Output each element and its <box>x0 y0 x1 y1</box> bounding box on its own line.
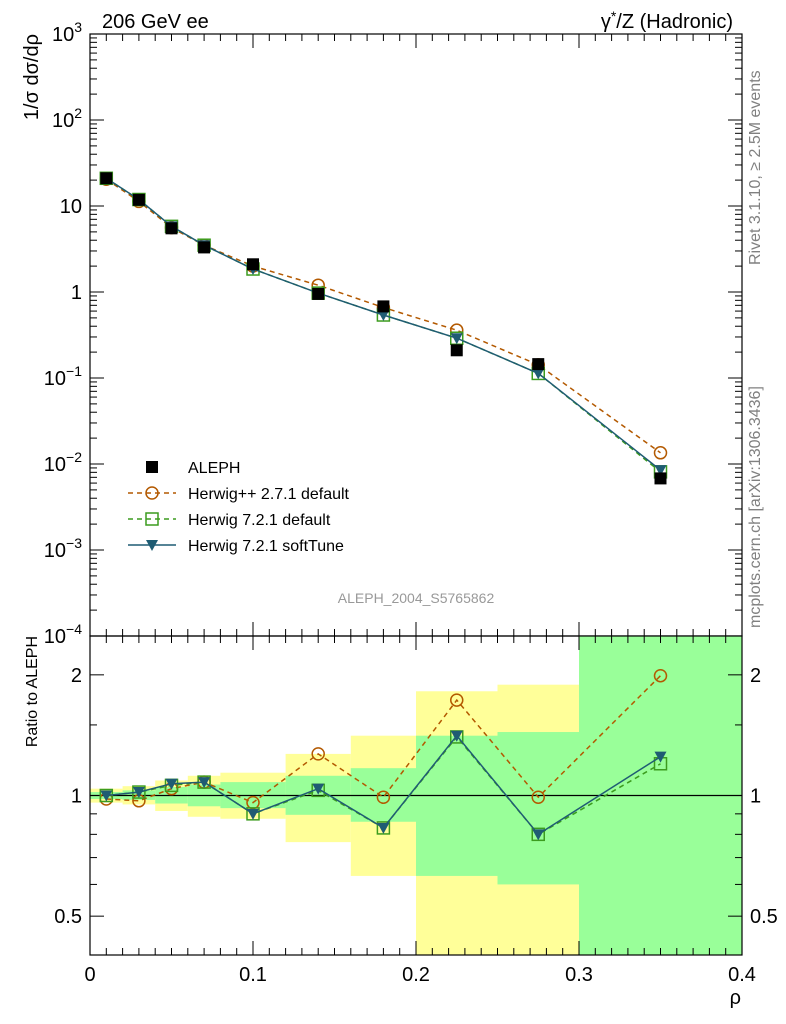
header-left: 206 GeV ee <box>102 11 209 33</box>
main-point-data <box>312 287 325 300</box>
main-y-tick-label: 102 <box>52 105 82 132</box>
ratio-point-herwig_softtune <box>165 778 178 790</box>
main-point-data <box>198 241 211 254</box>
ratio-point-herwigpp <box>653 668 668 683</box>
main-point-data <box>450 344 463 357</box>
main-point-data <box>377 300 390 313</box>
main-point-herwig_softtune <box>450 333 463 345</box>
main-line-herwig_softtune <box>105 177 661 471</box>
ratio-point-herwig_softtune <box>312 783 325 795</box>
main-y-tick-label: 10−4 <box>44 621 82 648</box>
ratio-point-herwigpp <box>531 790 545 804</box>
ratio-band-stat <box>497 732 579 885</box>
ratio-point-herwig_softtune <box>100 790 113 802</box>
legend-marker-herwig_default <box>145 512 159 526</box>
ratio-point-herwigpp <box>450 693 464 707</box>
legend-label-data: ALEPH <box>188 460 240 477</box>
header-right-process: /Z (Hadronic) <box>616 11 733 33</box>
header-right-star: * <box>611 8 617 24</box>
main-point-herwig_softtune <box>377 310 390 322</box>
main-point-herwig_softtune <box>654 465 667 477</box>
x-tick-label: 0 <box>84 964 95 986</box>
legend-marker-data <box>146 461 158 473</box>
ratio-y-tick-label-right: 2 <box>750 665 761 687</box>
ratio-point-herwig_softtune <box>247 808 259 820</box>
main-y-tick-label: 10−1 <box>44 363 82 390</box>
main-point-data <box>654 472 667 485</box>
ratio-point-herwig_softtune <box>450 730 463 742</box>
main-point-data <box>165 222 178 235</box>
ratio-point-herwig_softtune <box>132 787 145 799</box>
ratio-line-herwig_softtune <box>106 734 661 836</box>
main-point-data <box>132 193 145 206</box>
ratio-point-herwig_softtune <box>532 829 545 841</box>
side-label-rivet: Rivet 3.1.10, ≥ 2.5M events <box>747 70 764 265</box>
legend: ALEPH Herwig++ 2.7.1 default Herwig 7.2.1 … <box>128 460 350 555</box>
ratio-line-herwigpp <box>106 675 662 804</box>
main-point-herwig_softtune <box>532 368 545 380</box>
ratio-point-herwigpp <box>246 795 260 810</box>
ratio-y-tick-label-left: 2 <box>71 665 82 687</box>
main-y-tick-label: 10−3 <box>44 535 82 562</box>
main-y-axis-title: 1/σ dσ/dρ <box>21 34 43 120</box>
ratio-y-tick-label-left: 1 <box>71 786 82 808</box>
header-right-gamma: γ <box>601 11 611 33</box>
ratio-y-tick-label-right: 1 <box>750 786 761 808</box>
legend-label-herwig_softtune: Herwig 7.2.1 softTune <box>188 538 344 555</box>
ratio-band-stat <box>416 735 498 876</box>
legend-label-herwig_default: Herwig 7.2.1 default <box>188 512 331 529</box>
x-tick-label: 0.4 <box>728 964 756 986</box>
ratio-y-tick-label-right: 0.5 <box>750 906 778 928</box>
main-y-tick-label: 10−2 <box>44 449 82 476</box>
ratio-point-herwig_softtune <box>654 751 667 763</box>
ratio-y-axis-title: Ratio to ALEPH <box>24 636 41 747</box>
x-axis-title: ρ <box>730 987 741 1009</box>
legend-label-herwigpp: Herwig++ 2.7.1 default <box>188 486 350 503</box>
legend-marker-herwigpp <box>145 486 159 500</box>
main-point-data <box>100 172 113 185</box>
main-point-herwigpp <box>653 446 668 460</box>
main-panel: 10−4 10−3 10−2 10−1 1 10 102 103 <box>44 19 743 648</box>
main-point-data <box>247 258 259 271</box>
ratio-point-herwigpp <box>311 747 325 761</box>
ratio-line-herwig_default <box>106 735 661 836</box>
ratio-point-herwig_softtune <box>377 822 390 834</box>
main-line-herwig_default <box>105 177 661 473</box>
main-point-data <box>532 358 545 371</box>
main-y-tick-label: 103 <box>52 19 82 46</box>
x-tick-label: 0.2 <box>402 964 430 986</box>
main-y-tick-label: 10 <box>60 196 82 218</box>
analysis-tag: ALEPH_2004_S5765862 <box>338 590 495 606</box>
main-y-tick-label: 1 <box>71 282 82 304</box>
ratio-point-herwig_softtune <box>198 777 211 789</box>
legend-marker-herwig_softtune <box>146 540 158 551</box>
x-tick-label: 0.3 <box>565 964 593 986</box>
header-right: γ*/Z (Hadronic) <box>601 8 733 33</box>
ratio-point-herwigpp <box>376 790 391 804</box>
side-label-mcplots: mcplots.cern.ch [arXiv:1306.3436] <box>747 386 764 628</box>
ratio-panel: 0 0.1 0.2 0.3 0.4 0.5 0.5 1 1 2 2 <box>54 635 778 986</box>
x-tick-label: 0.1 <box>239 964 267 986</box>
ratio-y-tick-label-left: 0.5 <box>54 906 82 928</box>
